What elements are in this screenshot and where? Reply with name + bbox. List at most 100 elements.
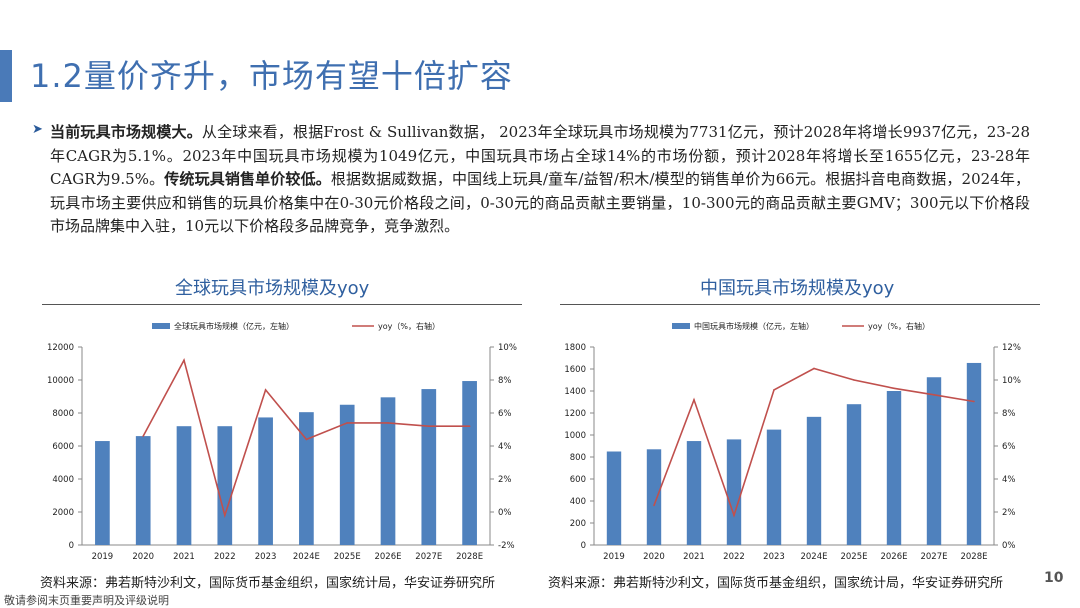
bar xyxy=(726,439,742,545)
yoy-point xyxy=(224,514,226,517)
bar xyxy=(421,389,437,545)
yoy-point xyxy=(142,435,144,437)
bar xyxy=(806,416,822,545)
right-tick-label: 0% xyxy=(498,508,512,518)
left-tick-label: 400 xyxy=(570,497,586,507)
x-tick-label: 2021 xyxy=(173,552,195,562)
x-tick-label: 2026E xyxy=(374,552,401,562)
left-tick-label: 10000 xyxy=(47,376,74,386)
yoy-point xyxy=(387,422,389,424)
triangle-right-icon: ➤ xyxy=(32,122,43,137)
left-tick-label: 12000 xyxy=(47,343,74,353)
title-accent-bar xyxy=(0,50,12,102)
left-tick-label: 800 xyxy=(570,453,586,463)
bullet-lead-bold: 当前玩具市场规模大。 xyxy=(50,123,202,141)
bullet-paragraph: ➤ 当前玩具市场规模大。从全球来看，根据Frost & Sullivan数据， … xyxy=(32,121,1030,239)
disclaimer: 敬请参阅末页重要声明及评级说明 xyxy=(4,594,169,607)
bar xyxy=(299,412,314,545)
bar xyxy=(380,397,396,545)
x-tick-label: 2023 xyxy=(763,552,785,562)
right-tick-label: 8% xyxy=(498,376,512,386)
yoy-point xyxy=(183,359,185,361)
right-tick-label: 6% xyxy=(1002,442,1016,452)
bar xyxy=(606,451,622,545)
x-tick-label: 2023 xyxy=(255,552,277,562)
yoy-point xyxy=(733,514,735,517)
right-tick-label: 0% xyxy=(1002,541,1016,551)
right-tick-label: 2% xyxy=(1002,508,1016,518)
yoy-point xyxy=(893,387,895,390)
x-tick-label: 2025E xyxy=(334,552,361,562)
china-chart-title: 中国玩具市场规模及yoy xyxy=(700,278,895,299)
yoy-point xyxy=(468,425,471,427)
bar xyxy=(646,449,662,545)
china-chart-rule xyxy=(560,304,1040,305)
bar xyxy=(686,441,702,545)
left-tick-label: 1200 xyxy=(564,409,586,419)
yoy-point xyxy=(693,399,695,401)
bar xyxy=(339,404,355,545)
yoy-point xyxy=(346,422,349,424)
left-tick-label: 1600 xyxy=(564,365,586,375)
right-tick-label: 6% xyxy=(498,409,512,419)
right-tick-label: 8% xyxy=(1002,409,1016,419)
bar xyxy=(766,429,782,545)
bar xyxy=(886,391,902,545)
global-chart-title: 全球玩具市场规模及yoy xyxy=(175,278,370,299)
right-tick-label: 12% xyxy=(1002,343,1021,353)
legend-bar-swatch xyxy=(672,323,690,329)
yoy-point xyxy=(264,389,267,391)
x-tick-label: 2024E xyxy=(800,552,827,562)
x-tick-label: 2022 xyxy=(214,552,236,562)
bar xyxy=(95,441,110,545)
x-tick-label: 2020 xyxy=(132,552,154,562)
left-tick-label: 600 xyxy=(570,475,586,485)
bar xyxy=(135,436,151,545)
bullet-text-1: 从全球来看，根据Frost & Sullivan数据， 2023年全球玩具市场规… xyxy=(50,123,1030,188)
yoy-point xyxy=(653,504,655,507)
yoy-point xyxy=(773,389,775,391)
left-tick-label: 0 xyxy=(69,541,74,551)
yoy-point xyxy=(853,379,855,381)
legend-bar-label: 全球玩具市场规模（亿元，左轴） xyxy=(174,321,294,331)
x-tick-label: 2028E xyxy=(456,552,483,562)
left-tick-label: 6000 xyxy=(52,442,74,452)
left-tick-label: 0 xyxy=(581,541,586,551)
china-chart-source: 资料来源：弗若斯特沙利文，国际货币基金组织，国家统计局，华安证券研究所 xyxy=(548,576,1004,591)
right-tick-label: 4% xyxy=(1002,475,1016,485)
legend-bar-swatch xyxy=(152,323,170,329)
left-tick-label: 1000 xyxy=(564,431,586,441)
global-toy-market-chart: 全球玩具市场规模（亿元，左轴） yoy（%，右轴） 0 2000 4000 6000 800… xyxy=(47,321,517,562)
bar xyxy=(846,404,862,545)
bullet-text-2: 根据数据威数据，中国线上玩具/童车/益智/积木/模型的销售单价为66元。根据抖音… xyxy=(50,170,1030,235)
bar xyxy=(966,362,982,545)
x-tick-label: 2027E xyxy=(415,552,442,562)
page-number: 10 xyxy=(1044,570,1064,586)
yoy-point xyxy=(973,400,975,403)
x-tick-label: 2027E xyxy=(920,552,947,562)
bar xyxy=(176,426,192,545)
yoy-point xyxy=(933,394,935,396)
global-chart-rule xyxy=(42,304,522,305)
x-tick-label: 2019 xyxy=(92,552,114,562)
x-tick-label: 2021 xyxy=(683,552,705,562)
bullet-text: 当前玩具市场规模大。从全球来看，根据Frost & Sullivan数据， 20… xyxy=(50,121,1030,239)
yoy-point xyxy=(813,367,815,370)
left-tick-label: 1800 xyxy=(564,343,586,353)
legend-line-label: yoy（%，右轴） xyxy=(868,321,930,331)
bar xyxy=(926,377,942,545)
left-tick-label: 8000 xyxy=(52,409,74,419)
right-tick-label: -2% xyxy=(498,541,515,551)
left-tick-label: 4000 xyxy=(52,475,74,485)
right-tick-label: 4% xyxy=(498,442,512,452)
legend-line-label: yoy（%，右轴） xyxy=(378,321,440,331)
left-tick-label: 1400 xyxy=(564,387,586,397)
left-tick-label: 200 xyxy=(570,519,586,529)
x-tick-label: 2028E xyxy=(960,552,987,562)
bar xyxy=(462,381,477,545)
right-tick-label: 10% xyxy=(1002,376,1021,386)
x-tick-label: 2020 xyxy=(643,552,665,562)
x-tick-label: 2019 xyxy=(603,552,625,562)
china-toy-market-chart: 中国玩具市场规模（亿元，左轴） yoy（%，右轴） 0 200 400 600 800 100… xyxy=(564,321,1021,562)
yoy-point xyxy=(428,425,430,427)
